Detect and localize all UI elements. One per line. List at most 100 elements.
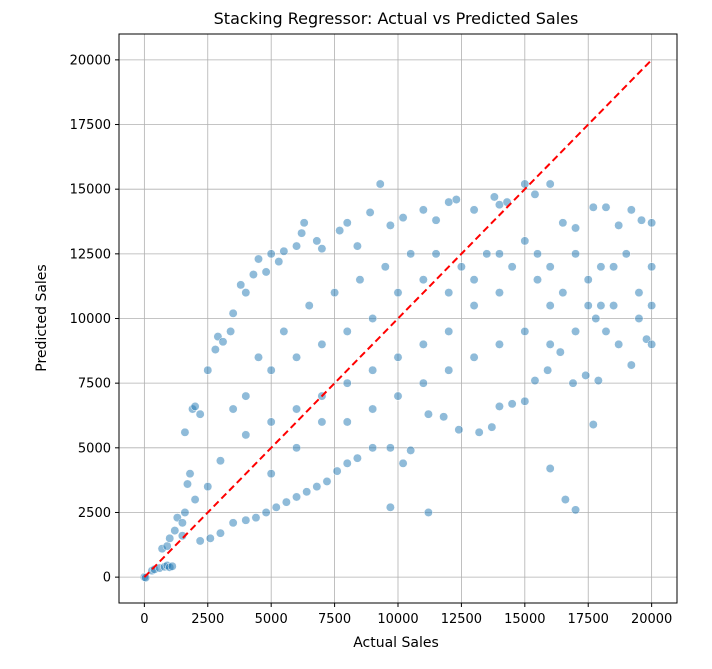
scatter-point bbox=[312, 482, 322, 492]
scatter-point bbox=[266, 249, 276, 259]
scatter-point bbox=[254, 254, 263, 264]
scatter-point bbox=[261, 508, 271, 517]
y-tick-label: 12500 bbox=[70, 247, 111, 262]
scatter-point bbox=[177, 531, 187, 541]
scatter-point bbox=[418, 205, 428, 215]
scatter-point bbox=[533, 249, 542, 259]
scatter-point bbox=[601, 326, 611, 336]
scatter-point bbox=[469, 301, 479, 311]
scatter-point bbox=[495, 339, 504, 349]
scatter-point bbox=[423, 508, 433, 517]
scatter-point bbox=[489, 192, 499, 202]
scatter-point bbox=[614, 339, 624, 349]
scatter-point bbox=[444, 288, 454, 298]
scatter-point bbox=[398, 213, 408, 223]
scatter-point bbox=[292, 352, 301, 362]
scatter-point bbox=[299, 218, 309, 228]
x-axis-label: Actual Sales bbox=[353, 635, 439, 651]
scatter-point bbox=[335, 226, 345, 236]
scatter-point bbox=[210, 345, 220, 354]
scatter-point bbox=[393, 288, 403, 298]
scatter-point bbox=[365, 208, 375, 217]
scatter-point bbox=[543, 365, 553, 375]
scatter-point bbox=[418, 378, 428, 388]
scatter-point bbox=[368, 314, 378, 323]
scatter-point bbox=[588, 420, 598, 429]
x-tick-label: 20000 bbox=[631, 612, 672, 627]
scatter-point bbox=[634, 288, 644, 298]
scatter-point bbox=[647, 339, 657, 349]
scatter-point bbox=[634, 314, 644, 323]
scatter-point bbox=[398, 458, 408, 468]
scatter-point bbox=[167, 561, 177, 571]
scatter-point bbox=[495, 288, 504, 298]
y-axis-ticks: 0 2500 5000 7500 10000 12500 15000 17500 20000 bbox=[70, 53, 119, 586]
scatter-point bbox=[274, 257, 284, 267]
x-tick-label: 17500 bbox=[568, 612, 609, 627]
scatter-point bbox=[248, 270, 258, 279]
scatter-point bbox=[368, 365, 378, 375]
scatter-point bbox=[190, 495, 200, 504]
scatter-point bbox=[571, 223, 580, 233]
scatter-point bbox=[647, 218, 657, 228]
scatter-point bbox=[241, 391, 251, 401]
x-tick-label: 0 bbox=[140, 612, 148, 627]
scatter-point bbox=[292, 404, 301, 414]
scatter-point bbox=[520, 326, 530, 336]
scatter-point bbox=[228, 518, 238, 528]
scatter-points bbox=[139, 179, 657, 583]
scatter-point bbox=[588, 202, 598, 212]
scatter-point bbox=[226, 326, 236, 336]
scatter-point bbox=[596, 262, 606, 272]
scatter-point bbox=[177, 518, 187, 528]
y-tick-label: 15000 bbox=[70, 183, 111, 198]
scatter-point bbox=[444, 326, 454, 336]
scatter-point bbox=[609, 301, 619, 311]
x-tick-label: 7500 bbox=[318, 612, 351, 627]
scatter-point bbox=[216, 456, 225, 466]
scatter-point bbox=[254, 352, 263, 362]
scatter-point bbox=[571, 249, 580, 259]
scatter-point bbox=[332, 466, 342, 476]
scatter-point bbox=[302, 487, 312, 497]
y-tick-label: 7500 bbox=[78, 377, 111, 392]
scatter-point bbox=[444, 365, 454, 375]
scatter-point bbox=[507, 262, 517, 272]
scatter-point bbox=[241, 515, 251, 525]
scatter-point bbox=[583, 275, 593, 285]
scatter-point bbox=[342, 417, 352, 427]
scatter-point bbox=[545, 464, 555, 473]
scatter-point bbox=[251, 513, 261, 523]
x-tick-label: 2500 bbox=[191, 612, 224, 627]
scatter-point bbox=[279, 326, 289, 336]
scatter-point bbox=[560, 495, 570, 504]
scatter-point bbox=[183, 479, 192, 489]
scatter-point bbox=[487, 422, 497, 432]
scatter-point bbox=[393, 391, 403, 401]
scatter-point bbox=[322, 476, 332, 486]
scatter-point bbox=[520, 236, 530, 246]
scatter-point bbox=[203, 482, 213, 492]
scatter-point bbox=[418, 339, 428, 349]
scatter-point bbox=[355, 275, 365, 285]
scatter-point bbox=[558, 218, 568, 228]
scatter-point bbox=[474, 427, 484, 437]
x-tick-label: 12500 bbox=[441, 612, 482, 627]
scatter-point bbox=[596, 301, 606, 311]
scatter-point bbox=[621, 249, 631, 259]
scatter-point bbox=[545, 301, 555, 311]
y-axis-label: Predicted Sales bbox=[34, 264, 50, 371]
scatter-point bbox=[241, 288, 251, 298]
scatter-point bbox=[609, 262, 619, 272]
scatter-point bbox=[380, 262, 390, 272]
scatter-point bbox=[368, 443, 378, 453]
scatter-point bbox=[406, 445, 416, 455]
y-tick-label: 0 bbox=[103, 571, 111, 586]
scatter-point bbox=[571, 505, 580, 515]
scatter-point bbox=[418, 275, 428, 285]
scatter-point bbox=[342, 218, 352, 228]
scatter-point bbox=[317, 339, 327, 349]
scatter-point bbox=[195, 536, 205, 546]
scatter-point bbox=[495, 401, 504, 411]
